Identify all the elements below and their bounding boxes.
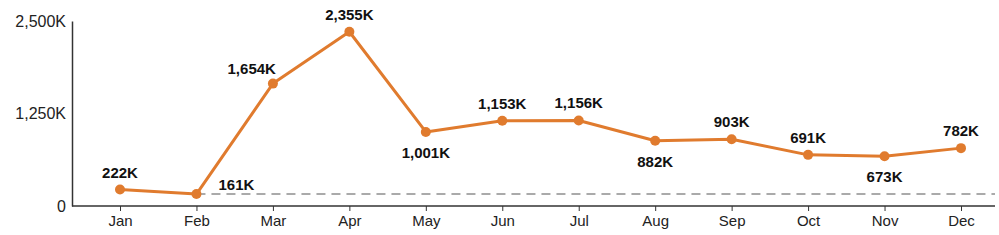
- data-label: 673K: [867, 168, 903, 185]
- line: [120, 32, 961, 194]
- marker: [574, 115, 584, 125]
- y-axis: 0 1,250K 2,500K: [15, 13, 72, 215]
- marker: [956, 143, 966, 153]
- x-tick-label: Jan: [108, 212, 132, 229]
- data-label: 222K: [102, 164, 138, 181]
- x-tick: Apr: [338, 206, 361, 229]
- y-tick: 2,500K: [15, 13, 72, 30]
- y-axis-line: [72, 22, 74, 207]
- data-label: 691K: [790, 129, 826, 146]
- x-tick-mark: [502, 206, 503, 211]
- data-label: 161K: [218, 176, 254, 193]
- x-tick-label: May: [412, 212, 441, 229]
- data-label: 1,153K: [478, 95, 527, 112]
- x-tick-label: Sep: [719, 212, 746, 229]
- x-tick: Sep: [719, 206, 746, 229]
- x-tick: Feb: [184, 206, 210, 229]
- data-labels: 222K 161K 1,654K 2,355K 1,001K 1,153K 1,156K 88…: [102, 6, 979, 193]
- data-label: 1,654K: [228, 60, 277, 77]
- marker: [421, 127, 431, 137]
- y-tick: 1,250K: [15, 105, 72, 122]
- x-tick-label: Aug: [642, 212, 669, 229]
- x-tick-label: Nov: [872, 212, 899, 229]
- data-label: 882K: [637, 153, 673, 170]
- x-tick: Jan: [108, 206, 132, 229]
- data-label: 1,001K: [402, 144, 451, 161]
- marker: [650, 136, 660, 146]
- x-axis-line: [72, 205, 995, 207]
- marker: [803, 150, 813, 160]
- x-tick: Dec: [948, 206, 975, 229]
- x-tick-label: Apr: [338, 212, 361, 229]
- data-label: 1,156K: [555, 94, 604, 111]
- x-tick: Nov: [872, 206, 899, 229]
- x-tick-label: Jun: [491, 212, 515, 229]
- x-tick-label: Dec: [948, 212, 975, 229]
- marker: [115, 185, 125, 195]
- x-tick-mark: [349, 206, 350, 211]
- x-axis: Jan Feb Mar Apr May Jun Jul Aug Sep Oct Nov Dec: [108, 206, 975, 229]
- x-tick: May: [412, 206, 441, 229]
- x-tick-mark: [885, 206, 886, 211]
- reference-line: [196, 193, 995, 195]
- x-tick-mark: [120, 206, 121, 211]
- marker: [191, 189, 201, 199]
- y-tick: 0: [57, 198, 72, 215]
- x-tick: Aug: [642, 206, 669, 229]
- y-tick-label: 0: [57, 198, 66, 215]
- x-tick-mark: [732, 206, 733, 211]
- data-label: 2,355K: [325, 6, 374, 23]
- x-tick-label: Oct: [797, 212, 821, 229]
- x-tick-mark: [273, 206, 274, 211]
- chart: 0 1,250K 2,500K Jan Feb Mar Apr May Jun Jul Aug Sep…: [0, 0, 999, 235]
- marker: [268, 79, 278, 89]
- x-tick-label: Mar: [260, 212, 286, 229]
- x-tick-mark: [961, 206, 962, 211]
- marker: [344, 27, 354, 37]
- x-tick: Oct: [797, 206, 821, 229]
- x-tick: Jun: [491, 206, 515, 229]
- data-label: 903K: [714, 113, 750, 130]
- marker: [880, 151, 890, 161]
- x-tick-mark: [426, 206, 427, 211]
- x-tick: Jul: [570, 206, 589, 229]
- plot-area: [115, 27, 995, 199]
- y-tick-label: 2,500K: [15, 13, 66, 30]
- x-tick-label: Feb: [184, 212, 210, 229]
- marker: [497, 116, 507, 126]
- x-tick: Mar: [260, 206, 286, 229]
- x-tick-mark: [808, 206, 809, 211]
- x-tick-mark: [196, 206, 197, 211]
- y-tick-label: 1,250K: [15, 105, 66, 122]
- x-tick-mark: [655, 206, 656, 211]
- x-tick-mark: [579, 206, 580, 211]
- x-tick-label: Jul: [570, 212, 589, 229]
- data-label: 782K: [943, 122, 979, 139]
- marker: [727, 134, 737, 144]
